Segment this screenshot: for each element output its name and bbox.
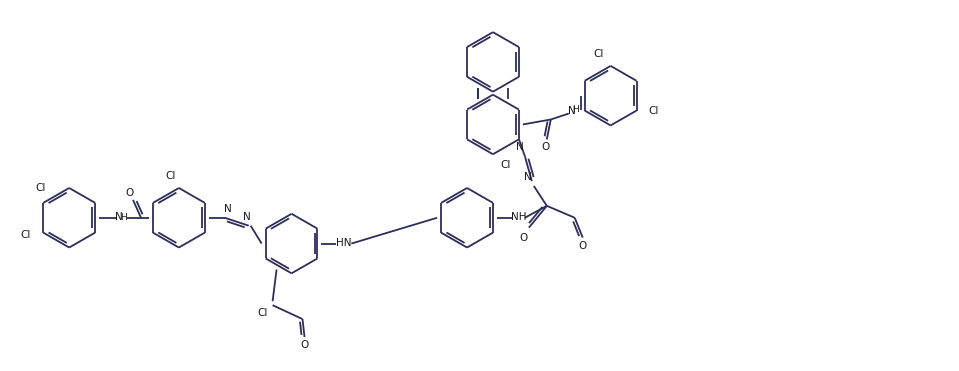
Text: O: O xyxy=(542,142,550,152)
Text: O: O xyxy=(578,240,587,250)
Text: N: N xyxy=(223,204,232,214)
Text: N: N xyxy=(115,212,123,222)
Text: Cl: Cl xyxy=(594,49,604,59)
Text: Cl: Cl xyxy=(648,106,659,116)
Text: N: N xyxy=(516,142,524,152)
Text: H: H xyxy=(120,213,127,222)
Text: NH: NH xyxy=(511,212,526,222)
Text: N: N xyxy=(524,172,531,182)
Text: Cl: Cl xyxy=(20,230,31,240)
Text: N: N xyxy=(243,212,250,222)
Text: O: O xyxy=(125,188,133,198)
Text: N: N xyxy=(568,106,575,115)
Text: Cl: Cl xyxy=(35,183,45,193)
Text: O: O xyxy=(520,233,528,243)
Text: H: H xyxy=(573,105,579,114)
Text: Cl: Cl xyxy=(501,160,511,170)
Text: Cl: Cl xyxy=(257,308,268,318)
Text: Cl: Cl xyxy=(166,171,176,181)
Text: HN: HN xyxy=(336,237,351,247)
Text: O: O xyxy=(300,340,309,350)
